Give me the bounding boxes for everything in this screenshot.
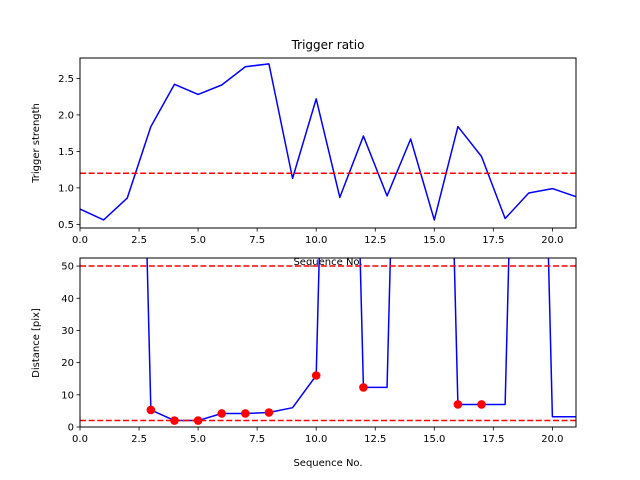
distance-marker-point — [217, 409, 227, 418]
distance-y-tick-label: 0 — [68, 423, 74, 434]
trigger-ratio-x-tick-label: 10.0 — [305, 235, 327, 246]
distance-x-tick-label: 2.5 — [131, 434, 147, 445]
y-axis-label: Distance [pix] — [31, 308, 42, 378]
distance-x-tick-label: 5.0 — [190, 434, 206, 445]
distance-y-tick-label: 30 — [61, 326, 74, 337]
distance-marker-point — [453, 400, 463, 409]
trigger-ratio-x-tick-label: 5.0 — [190, 235, 206, 246]
distance-x-tick-label: 0.0 — [72, 434, 88, 445]
x-axis-label: Sequence No. — [293, 458, 362, 469]
distance-marker-point — [264, 408, 274, 417]
distance-marker-point — [193, 416, 203, 425]
trigger-ratio-series-line-0 — [80, 63, 576, 221]
distance-y-tick-label: 50 — [61, 262, 74, 273]
distance-x-tick-label: 10.0 — [305, 434, 327, 445]
distance-x-tick-label: 20.0 — [541, 434, 563, 445]
trigger-ratio-x-tick-label: 12.5 — [364, 235, 386, 246]
distance-marker-point — [241, 409, 250, 418]
distance-x-tick-label: 7.5 — [249, 434, 265, 445]
trigger-ratio-y-tick-label: 2.5 — [58, 74, 74, 85]
distance-clipped-area — [80, 258, 576, 422]
trigger-ratio-x-tick-label: 0.0 — [72, 235, 88, 246]
x-axis-label: Sequence No. — [293, 257, 362, 268]
distance-series-line-0 — [146, 258, 576, 422]
distance-plot-layer — [80, 258, 576, 425]
trigger-ratio-y-tick-label: 1.5 — [58, 147, 74, 158]
trigger-ratio-plot-layer — [80, 63, 576, 221]
distance-x-tick-label: 15.0 — [423, 434, 445, 445]
trigger-ratio-ticks: 0.0 2.5 5.0 7.5 10.0 12.5 15.0 17.5 20.0 0.5 1.0 1.… — [58, 74, 563, 246]
distance-panel: 0.0 2.5 5.0 7.5 10.0 12.5 15.0 17.5 20.0 0 10 20 30 4… — [31, 257, 577, 469]
trigger-ratio-axes-frame — [79, 57, 577, 229]
trigger-ratio-x-tick-label: 20.0 — [541, 235, 563, 246]
distance-ticks: 0.0 2.5 5.0 7.5 10.0 12.5 15.0 17.5 20.0 0 10 20 30 4… — [61, 262, 563, 445]
trigger-ratio-x-tick-label: 2.5 — [131, 235, 147, 246]
chart-title: Trigger ratio — [291, 38, 365, 52]
distance-marker-point — [170, 416, 179, 425]
trigger-ratio-x-tick-label: 17.5 — [482, 235, 504, 246]
trigger-ratio-x-tick-label: 7.5 — [249, 235, 265, 246]
distance-x-tick-label: 17.5 — [482, 434, 504, 445]
trigger-ratio-x-tick-label: 15.0 — [423, 235, 445, 246]
distance-marker-point — [477, 400, 486, 409]
trigger-ratio-panel: 0.0 2.5 5.0 7.5 10.0 12.5 15.0 17.5 20.0 0.5 1.0 1.… — [31, 38, 577, 268]
distance-marker-point — [146, 405, 156, 415]
distance-marker-point — [359, 383, 368, 392]
trigger-ratio-y-tick-label: 1.0 — [58, 183, 74, 194]
trigger-ratio-clipped-area — [80, 63, 576, 221]
y-axis-label: Trigger strength — [31, 103, 42, 184]
distance-y-tick-label: 20 — [61, 358, 74, 369]
distance-y-tick-label: 40 — [61, 294, 74, 305]
distance-y-tick-label: 10 — [61, 390, 74, 401]
distance-x-tick-label: 12.5 — [364, 434, 386, 445]
trigger-ratio-y-tick-label: 0.5 — [58, 220, 74, 231]
trigger-ratio-y-tick-label: 2.0 — [58, 111, 74, 122]
distance-marker-point — [311, 371, 321, 380]
distance-axes-frame — [79, 257, 577, 428]
